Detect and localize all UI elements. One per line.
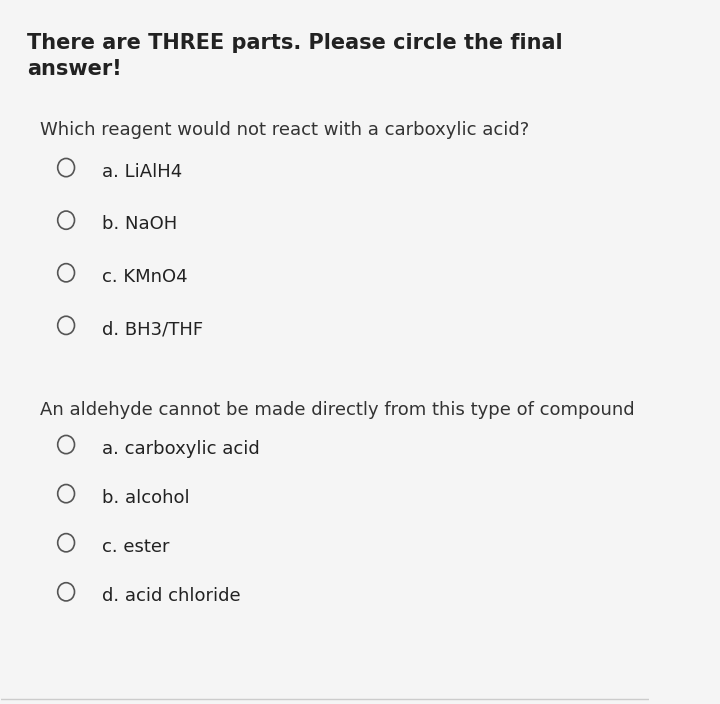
Text: An aldehyde cannot be made directly from this type of compound: An aldehyde cannot be made directly from… bbox=[40, 401, 635, 419]
Text: b. NaOH: b. NaOH bbox=[102, 215, 177, 233]
Text: There are THREE parts. Please circle the final
answer!: There are THREE parts. Please circle the… bbox=[27, 33, 563, 80]
Text: d. acid chloride: d. acid chloride bbox=[102, 587, 240, 605]
Text: b. alcohol: b. alcohol bbox=[102, 489, 189, 507]
Text: d. BH3/THF: d. BH3/THF bbox=[102, 320, 203, 339]
Text: c. ester: c. ester bbox=[102, 538, 169, 556]
Text: Which reagent would not react with a carboxylic acid?: Which reagent would not react with a car… bbox=[40, 120, 529, 139]
Text: a. LiAlH4: a. LiAlH4 bbox=[102, 163, 182, 181]
Text: a. carboxylic acid: a. carboxylic acid bbox=[102, 440, 259, 458]
Text: c. KMnO4: c. KMnO4 bbox=[102, 268, 187, 286]
